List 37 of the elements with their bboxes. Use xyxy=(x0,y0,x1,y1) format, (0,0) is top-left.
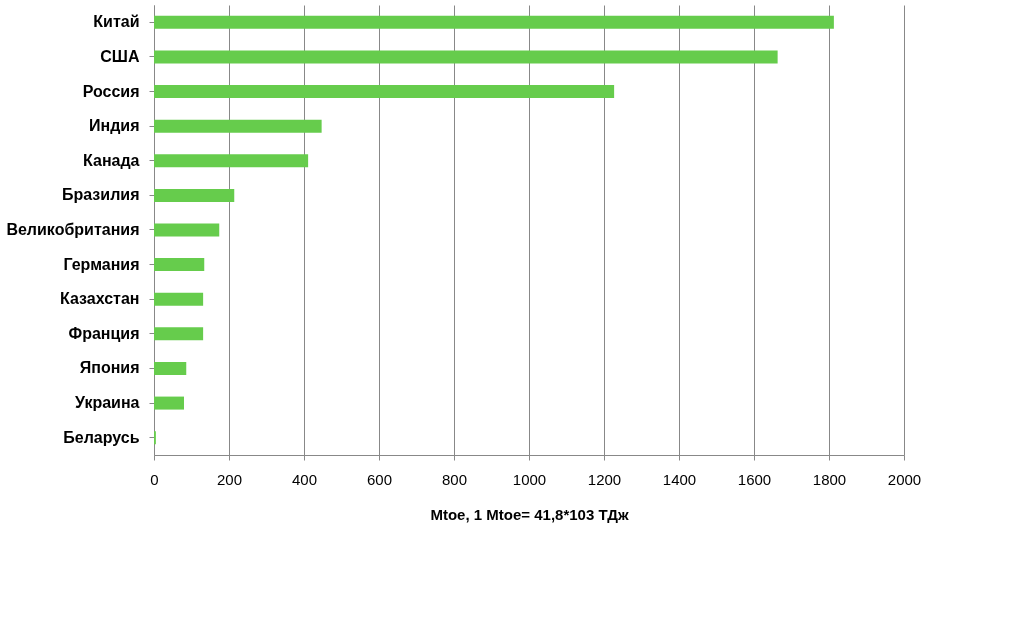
bar xyxy=(154,396,184,410)
x-tick-label: 1200 xyxy=(587,470,622,488)
y-tick-label: Украина xyxy=(75,394,140,412)
y-tick-label: США xyxy=(100,47,140,65)
y-tick-label: Япония xyxy=(79,359,140,377)
bar xyxy=(154,223,220,237)
x-tick-label: 800 xyxy=(441,470,468,488)
x-tick-label: 1600 xyxy=(737,470,772,488)
y-tick-label: Китай xyxy=(93,13,140,31)
y-tick-label: Германия xyxy=(63,255,140,273)
y-tick-label: Великобритания xyxy=(6,221,140,238)
x-axis-title: Mtoe, 1 Mtoe= 41,8*103 ТДж xyxy=(430,505,629,523)
x-tick-label: 1000 xyxy=(512,470,547,488)
y-tick-label: Беларусь xyxy=(63,428,140,446)
x-tick-label: 0 xyxy=(150,470,159,488)
bar xyxy=(154,85,615,99)
y-tick-label: Россия xyxy=(82,82,140,100)
bar xyxy=(154,361,187,375)
y-tick-label: Бразилия xyxy=(62,186,140,204)
bar xyxy=(154,292,204,306)
bar xyxy=(154,119,322,133)
x-tick-label: 400 xyxy=(291,470,318,488)
bar xyxy=(154,154,309,168)
bar xyxy=(154,50,778,64)
bar xyxy=(154,188,235,202)
bar xyxy=(154,327,204,341)
x-tick-label: 600 xyxy=(366,470,393,488)
x-tick-label: 1800 xyxy=(812,470,847,488)
y-tick-label: Индия xyxy=(89,117,140,135)
bar xyxy=(154,15,834,29)
bar xyxy=(154,258,205,272)
y-tick-label: Франция xyxy=(68,324,140,342)
x-tick-label: 200 xyxy=(216,470,243,488)
x-tick-label: 1400 xyxy=(662,470,697,488)
x-tick-label: 2000 xyxy=(887,470,922,488)
y-tick-label: Казахстан xyxy=(60,290,140,308)
y-tick-label: Канада xyxy=(83,151,140,169)
